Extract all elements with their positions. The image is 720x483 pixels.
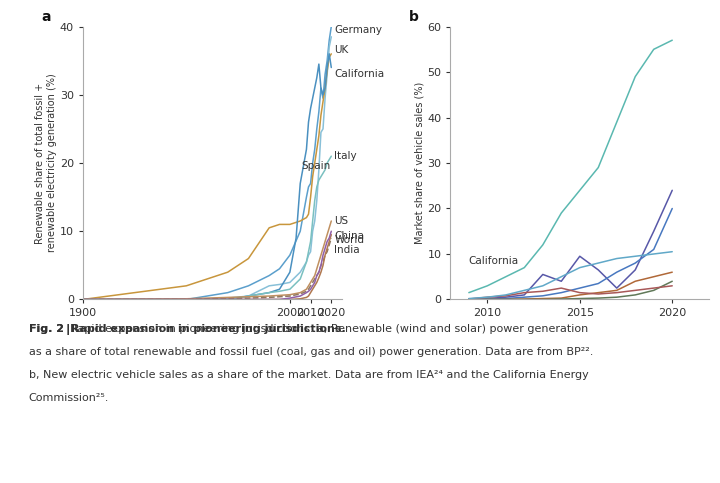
Text: Rapid expansion in pioneering jurisdictions. a, Renewable (wind and solar) power: Rapid expansion in pioneering jurisdicti… (70, 324, 588, 334)
Text: Norway: Norway (0, 482, 1, 483)
Y-axis label: Market share of vehicle sales (%): Market share of vehicle sales (%) (415, 82, 424, 244)
Text: China: China (334, 231, 364, 241)
Text: China: China (0, 482, 1, 483)
Text: India: India (334, 245, 360, 256)
Text: UK: UK (334, 45, 348, 56)
Text: Netherlands: Netherlands (0, 482, 1, 483)
Text: Korea: Korea (0, 482, 1, 483)
Text: Japan: Japan (0, 482, 1, 483)
Text: Spain: Spain (301, 161, 330, 171)
Text: Commission²⁵.: Commission²⁵. (29, 393, 109, 403)
Text: Fig. 2 |: Fig. 2 | (29, 324, 72, 335)
Text: California: California (334, 70, 384, 79)
Text: b: b (409, 10, 419, 24)
Text: Germany: Germany (334, 25, 382, 35)
Text: Rapid expansion in pioneering jurisdictions.: Rapid expansion in pioneering jurisdicti… (71, 324, 346, 334)
Text: Fig. 2 |: Fig. 2 | (29, 324, 72, 335)
Text: as a share of total renewable and fossil fuel (coal, gas and oil) power generati: as a share of total renewable and fossil… (29, 347, 593, 357)
Text: California: California (469, 256, 519, 266)
Text: a: a (41, 10, 51, 24)
Text: Italy: Italy (334, 151, 357, 161)
Text: b, New electric vehicle sales as a share of the market. Data are from IEA²⁴ and : b, New electric vehicle sales as a share… (29, 370, 588, 380)
Text: Sweden: Sweden (0, 482, 1, 483)
Text: World: World (334, 235, 364, 245)
Y-axis label: Renewable share of total fossil +
renewable electricity generation (%): Renewable share of total fossil + renewa… (35, 73, 57, 253)
Text: US: US (334, 216, 348, 226)
